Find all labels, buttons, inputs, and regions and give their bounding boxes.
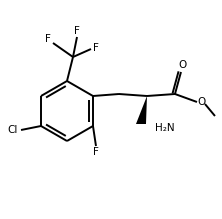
- Text: F: F: [45, 34, 51, 44]
- Text: F: F: [93, 43, 99, 53]
- Text: O: O: [198, 97, 206, 107]
- Text: H₂N: H₂N: [155, 123, 175, 133]
- Text: O: O: [179, 60, 187, 70]
- Text: F: F: [74, 26, 80, 36]
- Text: Cl: Cl: [8, 125, 18, 135]
- Polygon shape: [136, 96, 147, 124]
- Text: F: F: [93, 147, 99, 157]
